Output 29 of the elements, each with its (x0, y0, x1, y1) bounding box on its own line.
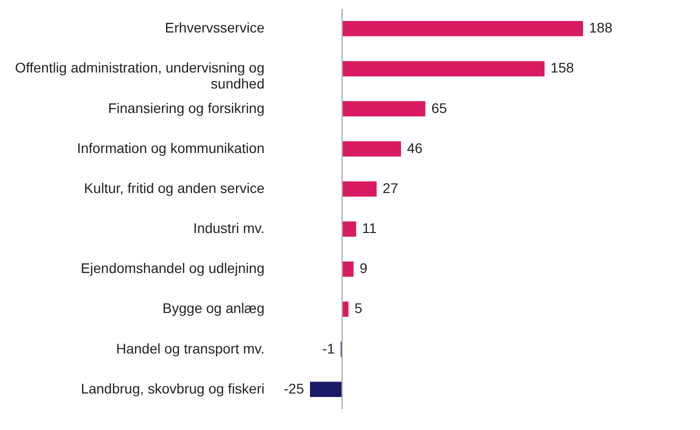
y-tick-label: Finansiering og forsikring (108, 100, 264, 116)
data-label: 46 (407, 140, 423, 156)
bar (342, 302, 348, 317)
data-label: -1 (322, 340, 335, 356)
bar (342, 101, 426, 116)
data-label: 27 (382, 180, 398, 196)
bar (342, 61, 545, 76)
bar (342, 21, 583, 36)
data-label: 9 (360, 260, 368, 276)
bar (342, 221, 356, 237)
y-tick-label: Handel og transport mv. (116, 340, 264, 356)
y-tick-label: Landbrug, skovbrug og fiskeri (80, 380, 264, 396)
y-tick-label: Bygge og anlæg (162, 300, 264, 316)
y-tick-label: Industri mv. (193, 220, 264, 236)
data-label: 65 (431, 100, 448, 116)
data-label: 188 (589, 20, 613, 36)
y-tick-label: Ejendomshandel og udlejning (80, 260, 264, 276)
y-tick-label: Kultur, fritid og anden service (84, 180, 265, 196)
bar (342, 141, 401, 156)
y-tick-label: Information og kommunikation (76, 140, 264, 156)
data-label: 158 (550, 60, 574, 76)
y-tick-label: Offentlig administration, undervisning og sundhed (14, 60, 264, 92)
data-label: 11 (362, 220, 377, 236)
bar (310, 382, 342, 397)
data-label: -25 (284, 380, 304, 396)
data-label: 5 (354, 300, 362, 316)
y-tick-label: Erhvervsservice (164, 20, 265, 36)
bar (342, 262, 354, 277)
bar (342, 181, 377, 197)
